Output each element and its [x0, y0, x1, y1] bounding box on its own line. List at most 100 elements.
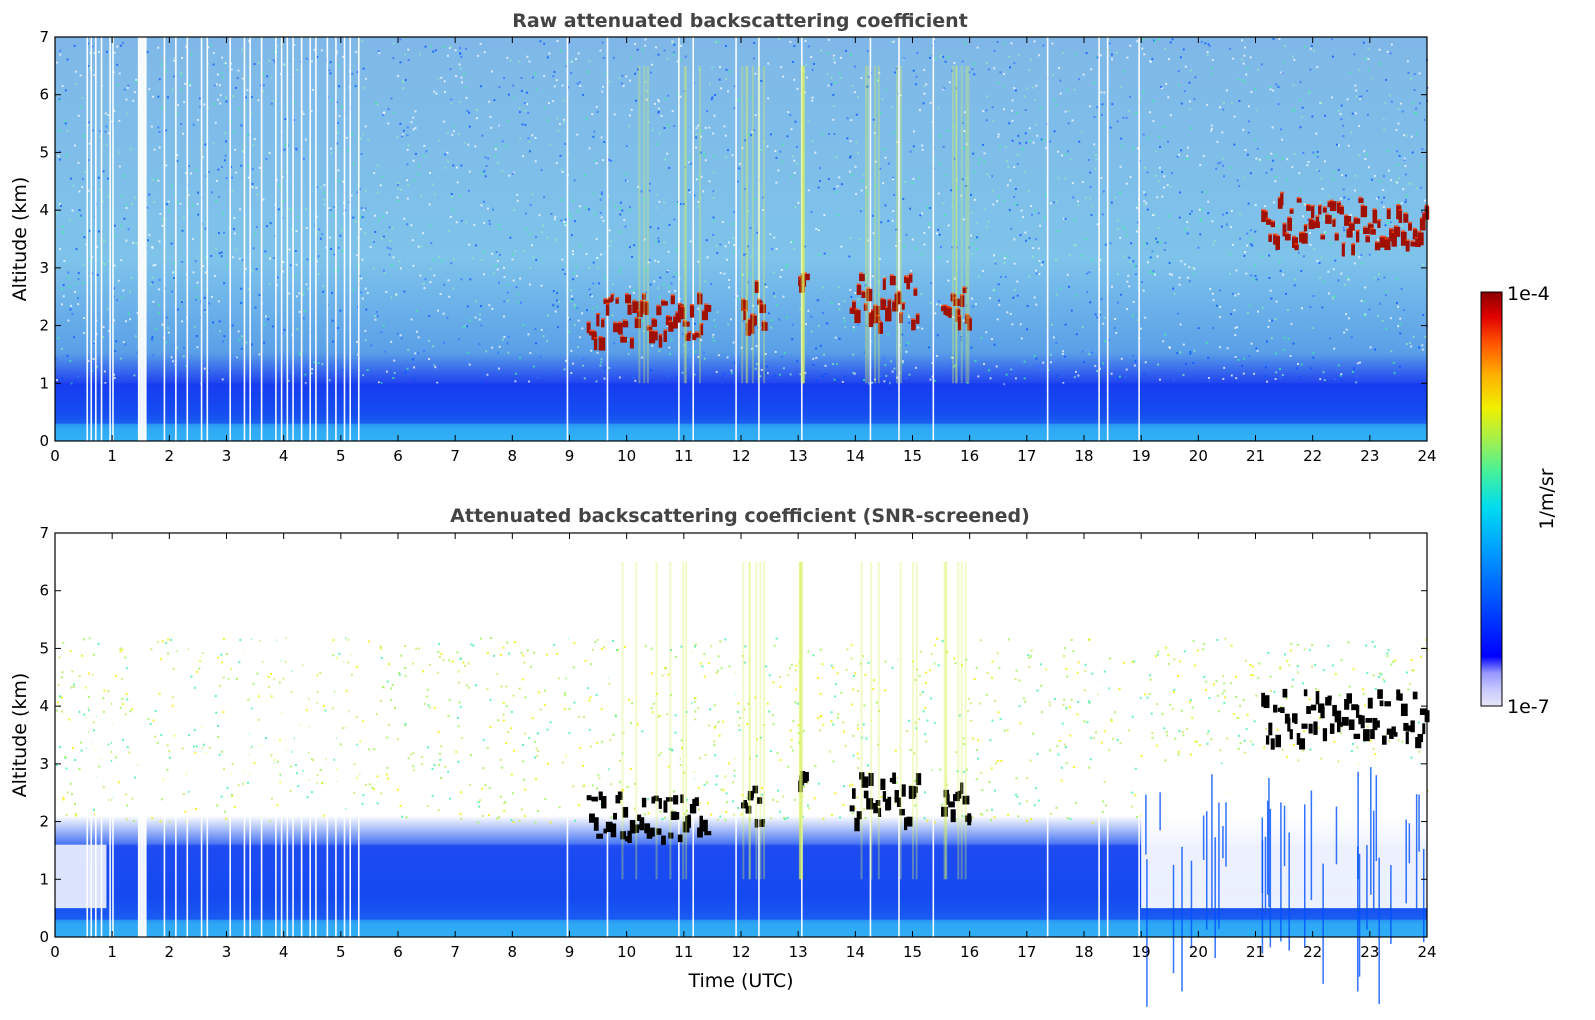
bottom-noise-speckle	[756, 738, 759, 741]
top-cloud-mark	[670, 295, 675, 305]
top-noise-speckle	[657, 107, 660, 110]
top-noise-speckle	[77, 161, 80, 164]
bottom-noise-speckle	[914, 804, 917, 807]
top-noise-speckle	[214, 199, 217, 202]
top-noise-speckle	[62, 295, 65, 298]
top-noise-speckle	[695, 146, 698, 149]
bottom-noise-speckle	[1048, 749, 1051, 752]
top-noise-speckle	[992, 119, 995, 122]
bottom-noise-speckle	[488, 786, 491, 789]
bottom-noise-speckle	[310, 758, 313, 761]
bottom-noise-speckle	[790, 745, 793, 748]
top-noise-speckle	[400, 135, 403, 138]
top-noise-speckle	[1324, 231, 1327, 234]
bottom-noise-speckle	[703, 783, 706, 786]
top-noise-speckle	[1116, 219, 1119, 222]
top-noise-speckle	[577, 319, 580, 322]
top-noise-speckle	[1055, 293, 1058, 296]
top-noise-speckle	[1243, 54, 1246, 57]
top-noise-speckle	[678, 275, 681, 278]
top-noise-speckle	[1152, 214, 1155, 217]
top-noise-speckle	[966, 177, 969, 180]
top-noise-speckle	[1414, 112, 1417, 115]
top-noise-speckle	[83, 171, 86, 174]
top-noise-speckle	[1302, 215, 1305, 218]
bottom-noise-speckle	[488, 814, 491, 817]
top-noise-speckle	[428, 315, 431, 318]
top-noise-speckle	[1421, 344, 1424, 347]
top-noise-speckle	[1160, 86, 1163, 89]
top-cloud-mark	[1410, 241, 1418, 247]
bottom-noise-speckle	[1394, 659, 1397, 662]
top-noise-speckle	[1003, 383, 1006, 386]
top-noise-speckle	[629, 79, 632, 82]
top-noise-speckle	[613, 204, 616, 207]
top-noise-speckle	[1397, 305, 1400, 308]
top-noise-speckle	[340, 229, 343, 232]
top-noise-speckle	[727, 323, 730, 326]
top-noise-speckle	[455, 221, 458, 224]
top-noise-speckle	[599, 211, 602, 214]
top-noise-speckle	[919, 214, 922, 217]
top-noise-speckle	[282, 261, 285, 264]
top-noise-speckle	[501, 338, 504, 341]
top-noise-speckle	[268, 283, 271, 286]
top-cloud-edge	[1329, 199, 1334, 202]
top-noise-speckle	[474, 316, 477, 319]
bottom-noise-speckle	[348, 710, 351, 713]
top-cloud-edge	[962, 286, 967, 288]
top-noise-speckle	[468, 243, 471, 246]
bottom-noise-speckle	[834, 695, 837, 698]
top-noise-speckle	[1233, 143, 1236, 146]
top-noise-speckle	[540, 169, 543, 172]
top-noise-speckle	[1038, 273, 1041, 276]
bottom-noise-speckle	[333, 758, 336, 761]
top-noise-speckle	[465, 47, 468, 50]
top-noise-speckle	[1146, 261, 1149, 264]
top-noise-speckle	[1219, 161, 1222, 164]
top-noise-speckle	[215, 247, 218, 250]
bottom-noise-speckle	[308, 698, 311, 701]
top-noise-speckle	[262, 90, 265, 93]
top-noise-speckle	[151, 338, 154, 341]
bottom-noise-speckle	[842, 804, 845, 807]
bottom-noise-speckle	[379, 700, 382, 703]
top-noise-speckle	[498, 345, 501, 348]
top-noise-speckle	[928, 222, 931, 225]
top-noise-speckle	[528, 140, 531, 143]
top-noise-speckle	[1157, 227, 1160, 230]
top-noise-speckle	[754, 114, 757, 117]
top-noise-speckle	[374, 318, 377, 321]
top-noise-speckle	[215, 179, 218, 182]
bottom-noise-speckle	[242, 782, 245, 785]
top-noise-speckle	[912, 69, 915, 72]
top-noise-speckle	[222, 231, 225, 234]
top-noise-speckle	[318, 273, 321, 276]
top-noise-speckle	[1004, 275, 1007, 278]
top-noise-speckle	[1307, 161, 1310, 164]
top-noise-speckle	[1385, 78, 1388, 81]
bottom-noise-speckle	[846, 648, 849, 651]
bottom-noise-speckle	[1063, 647, 1066, 650]
top-noise-speckle	[1242, 62, 1245, 65]
top-noise-speckle	[795, 145, 798, 148]
top-noise-speckle	[994, 260, 997, 263]
top-noise-speckle	[342, 180, 345, 183]
top-noise-speckle	[960, 194, 963, 197]
top-noise-speckle	[993, 289, 996, 292]
top-noise-speckle	[880, 375, 883, 378]
top-noise-speckle	[402, 129, 405, 132]
top-cloud-mark	[911, 319, 916, 331]
top-noise-speckle	[1169, 41, 1172, 44]
top-noise-speckle	[523, 109, 526, 112]
top-noise-speckle	[474, 244, 477, 247]
top-noise-speckle	[1356, 362, 1359, 365]
top-noise-speckle	[181, 56, 184, 59]
top-noise-speckle	[934, 312, 937, 315]
top-noise-speckle	[540, 328, 543, 331]
top-noise-speckle	[985, 95, 988, 98]
top-noise-speckle	[440, 76, 443, 79]
bottom-noise-speckle	[1035, 787, 1038, 790]
top-noise-speckle	[1163, 248, 1166, 251]
top-noise-speckle	[1089, 185, 1092, 188]
